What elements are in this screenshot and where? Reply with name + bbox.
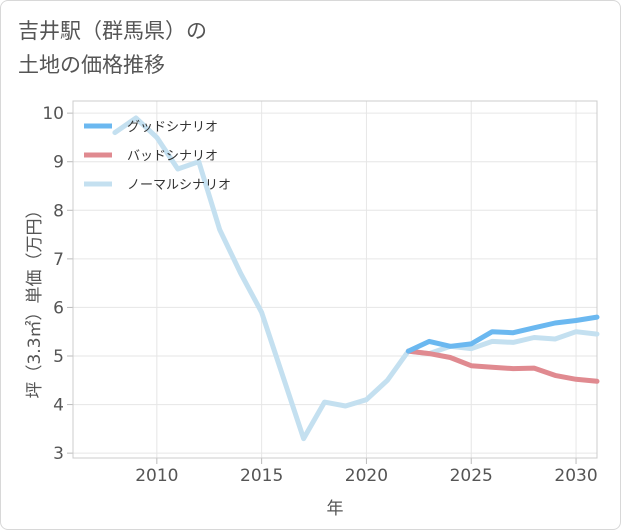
y-tick-label: 8 bbox=[53, 201, 64, 221]
y-tick-label: 9 bbox=[53, 153, 64, 173]
x-tick-label: 2020 bbox=[345, 466, 388, 486]
chart-title: 吉井駅（群馬県）の 土地の価格推移 bbox=[18, 14, 207, 82]
y-tick-label: 6 bbox=[53, 298, 64, 318]
y-tick-label: 3 bbox=[53, 444, 64, 464]
y-tick-label: 10 bbox=[42, 104, 64, 124]
y-tick-label: 5 bbox=[53, 347, 64, 367]
x-tick-label: 2010 bbox=[135, 466, 178, 486]
x-axis-label: 年 bbox=[327, 499, 344, 519]
legend-item[interactable]: グッドシナリオ bbox=[84, 120, 218, 135]
series-lines bbox=[112, 115, 600, 442]
x-tick-label: 2025 bbox=[450, 466, 493, 486]
legend-item[interactable]: バッドシナリオ bbox=[84, 149, 218, 164]
series-line-0 bbox=[405, 314, 600, 354]
legend-label: グッドシナリオ bbox=[127, 120, 218, 135]
x-tick-label: 2015 bbox=[240, 466, 283, 486]
chart-title-line2: 土地の価格推移 bbox=[18, 53, 165, 77]
series-line-2 bbox=[112, 115, 600, 442]
legend-item[interactable]: ノーマルシナリオ bbox=[84, 178, 231, 193]
tick-labels: 3 4 5 6 7 8 9 10 2010 2015 2020 2025 2030 bbox=[42, 104, 597, 486]
chart-title-line1: 吉井駅（群馬県）の bbox=[18, 19, 207, 43]
x-tick-label: 2030 bbox=[554, 466, 597, 486]
y-tick-label: 7 bbox=[53, 250, 64, 270]
plot-area-border bbox=[72, 100, 598, 459]
legend-label: バッドシナリオ bbox=[127, 149, 218, 164]
legend-label: ノーマルシナリオ bbox=[127, 178, 231, 193]
y-tick-label: 4 bbox=[53, 396, 64, 416]
y-axis-label: 坪（3.3㎡）単価（万円） bbox=[25, 201, 45, 398]
series-line-1 bbox=[405, 348, 600, 384]
